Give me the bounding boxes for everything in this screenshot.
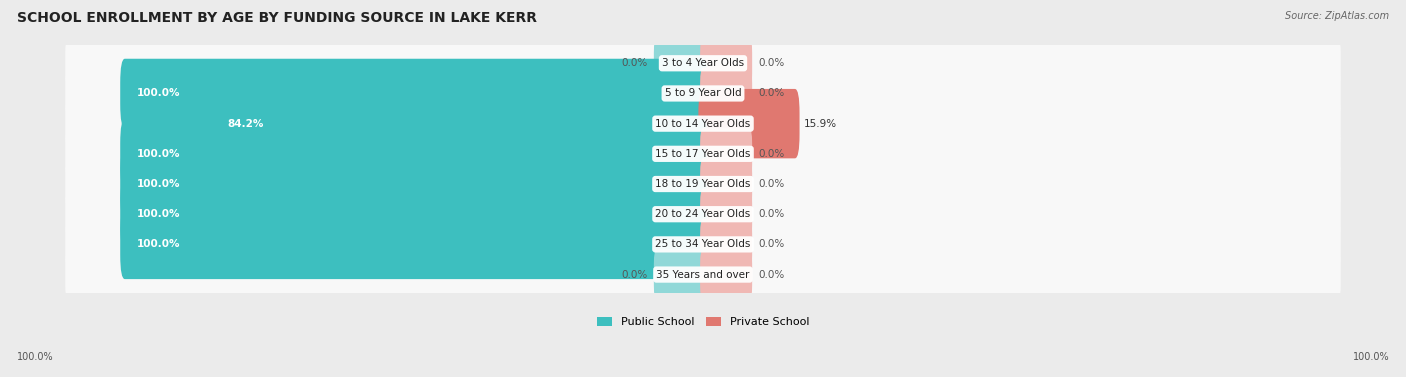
- Text: 15.9%: 15.9%: [804, 119, 837, 129]
- Text: 0.0%: 0.0%: [621, 270, 648, 280]
- FancyBboxPatch shape: [65, 223, 1341, 265]
- Text: 100.0%: 100.0%: [17, 352, 53, 362]
- FancyBboxPatch shape: [65, 103, 1341, 145]
- Text: 0.0%: 0.0%: [758, 209, 785, 219]
- Text: 5 to 9 Year Old: 5 to 9 Year Old: [665, 89, 741, 98]
- FancyBboxPatch shape: [699, 89, 800, 158]
- Text: 100.0%: 100.0%: [1353, 352, 1389, 362]
- FancyBboxPatch shape: [700, 68, 752, 119]
- FancyBboxPatch shape: [65, 193, 1341, 235]
- FancyBboxPatch shape: [65, 253, 1341, 296]
- Text: 35 Years and over: 35 Years and over: [657, 270, 749, 280]
- Text: SCHOOL ENROLLMENT BY AGE BY FUNDING SOURCE IN LAKE KERR: SCHOOL ENROLLMENT BY AGE BY FUNDING SOUR…: [17, 11, 537, 25]
- FancyBboxPatch shape: [700, 188, 752, 240]
- FancyBboxPatch shape: [121, 59, 707, 128]
- FancyBboxPatch shape: [121, 179, 707, 249]
- FancyBboxPatch shape: [121, 149, 707, 219]
- FancyBboxPatch shape: [211, 89, 707, 158]
- Text: 25 to 34 Year Olds: 25 to 34 Year Olds: [655, 239, 751, 250]
- Text: 0.0%: 0.0%: [758, 149, 785, 159]
- FancyBboxPatch shape: [121, 119, 707, 188]
- Text: 0.0%: 0.0%: [758, 270, 785, 280]
- Text: 0.0%: 0.0%: [758, 239, 785, 250]
- Text: 0.0%: 0.0%: [758, 179, 785, 189]
- Text: 100.0%: 100.0%: [136, 89, 180, 98]
- Text: 0.0%: 0.0%: [758, 89, 785, 98]
- Text: 3 to 4 Year Olds: 3 to 4 Year Olds: [662, 58, 744, 68]
- FancyBboxPatch shape: [65, 133, 1341, 175]
- FancyBboxPatch shape: [65, 72, 1341, 115]
- FancyBboxPatch shape: [700, 249, 752, 300]
- Text: 20 to 24 Year Olds: 20 to 24 Year Olds: [655, 209, 751, 219]
- FancyBboxPatch shape: [654, 249, 706, 300]
- Legend: Public School, Private School: Public School, Private School: [592, 313, 814, 332]
- FancyBboxPatch shape: [65, 163, 1341, 205]
- FancyBboxPatch shape: [700, 158, 752, 210]
- FancyBboxPatch shape: [654, 38, 706, 89]
- Text: 100.0%: 100.0%: [136, 149, 180, 159]
- FancyBboxPatch shape: [65, 42, 1341, 84]
- Text: 100.0%: 100.0%: [136, 239, 180, 250]
- Text: 100.0%: 100.0%: [136, 209, 180, 219]
- Text: 100.0%: 100.0%: [136, 179, 180, 189]
- Text: 84.2%: 84.2%: [228, 119, 264, 129]
- FancyBboxPatch shape: [700, 128, 752, 179]
- Text: Source: ZipAtlas.com: Source: ZipAtlas.com: [1285, 11, 1389, 21]
- Text: 0.0%: 0.0%: [621, 58, 648, 68]
- Text: 10 to 14 Year Olds: 10 to 14 Year Olds: [655, 119, 751, 129]
- FancyBboxPatch shape: [121, 210, 707, 279]
- Text: 18 to 19 Year Olds: 18 to 19 Year Olds: [655, 179, 751, 189]
- FancyBboxPatch shape: [700, 38, 752, 89]
- Text: 15 to 17 Year Olds: 15 to 17 Year Olds: [655, 149, 751, 159]
- FancyBboxPatch shape: [700, 219, 752, 270]
- Text: 0.0%: 0.0%: [758, 58, 785, 68]
